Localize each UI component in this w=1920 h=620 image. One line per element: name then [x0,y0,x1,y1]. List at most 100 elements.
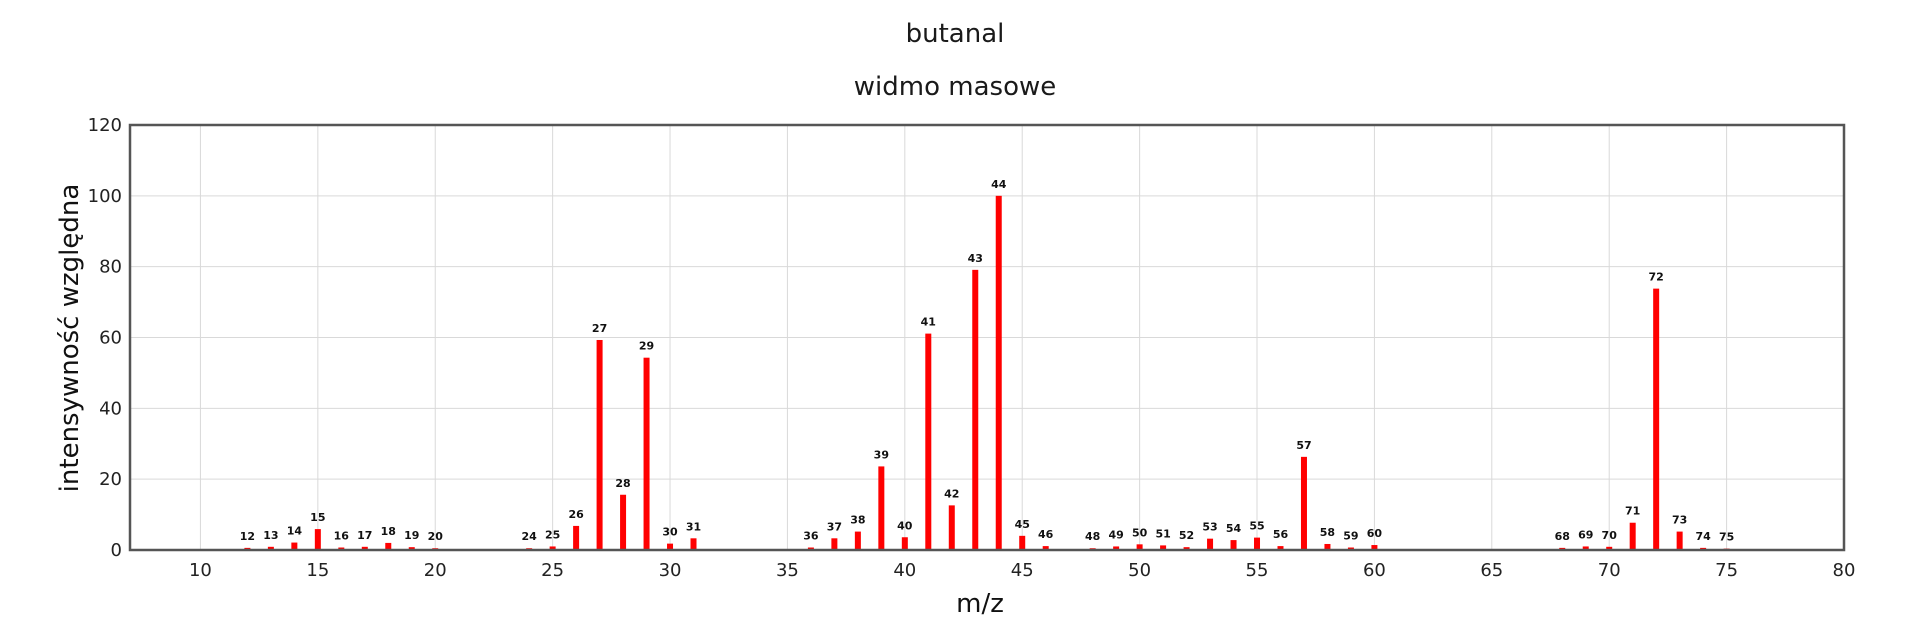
x-tick-label: 80 [1833,560,1856,581]
bar-label-mz-44: 44 [991,178,1007,191]
bar-label-mz-31: 31 [686,520,701,533]
chart-title: butanal [906,19,1005,49]
x-tick-label: 50 [1128,560,1151,581]
bar-label-mz-17: 17 [357,529,372,542]
bar-mz-15 [314,529,321,550]
chart-subtitle: widmo masowe [854,72,1056,102]
bar-label-mz-70: 70 [1602,529,1618,542]
bar-label-mz-18: 18 [381,525,396,538]
bar-label-mz-69: 69 [1578,528,1593,541]
bar-label-mz-43: 43 [968,252,983,265]
bar-label-mz-37: 37 [827,520,842,533]
bar-mz-13 [267,546,274,550]
bar-mz-54 [1230,540,1237,550]
bar-label-mz-29: 29 [639,340,654,353]
bars [244,195,1730,551]
x-axis-label: m/z [956,589,1004,619]
bar-mz-58 [1324,543,1331,550]
bar-label-mz-49: 49 [1108,528,1123,541]
x-tick-label: 30 [659,560,682,581]
x-tick-label: 40 [893,560,916,581]
x-tick-label: 65 [1480,560,1503,581]
bar-mz-44 [995,195,1002,551]
bar-mz-38 [854,531,861,550]
bar-label-mz-55: 55 [1249,520,1264,533]
bar-label-mz-24: 24 [521,530,537,543]
bar-label-mz-71: 71 [1625,505,1640,518]
bar-label-mz-60: 60 [1367,527,1383,540]
bar-mz-30 [667,543,674,550]
bar-mz-55 [1254,537,1261,550]
x-tick-label: 10 [189,560,212,581]
bar-label-mz-27: 27 [592,322,607,335]
bar-mz-69 [1582,546,1589,550]
bar-label-mz-58: 58 [1320,526,1335,539]
bar-mz-73 [1676,531,1683,550]
bar-label-mz-16: 16 [334,530,350,543]
bar-mz-28 [620,494,627,550]
axis-ticks: 10 15 20 25 30 35 40 45 50 55 60 65 70 75 80 0 20 40 60 80 1… [88,115,1856,581]
bar-label-mz-14: 14 [287,525,303,538]
bar-label-mz-45: 45 [1015,518,1030,531]
bar-mz-14 [291,542,298,550]
bar-label-mz-28: 28 [615,477,630,490]
bar-label-mz-72: 72 [1649,271,1664,284]
bar-mz-40 [901,537,908,550]
y-axis-label: intensywność względna [55,184,85,493]
bar-mz-26 [573,525,580,550]
bar-labels: 12 13 14 15 16 17 18 19 20 24 25 26 27 28 29 30 31 36 37 38… [240,178,1735,544]
bar-label-mz-30: 30 [662,526,678,539]
bar-mz-60 [1371,545,1378,550]
bar-label-mz-41: 41 [921,316,936,329]
y-tick-label: 100 [88,186,122,207]
bar-mz-17 [361,546,368,550]
bar-mz-39 [878,466,885,550]
x-tick-label: 45 [1011,560,1034,581]
bar-label-mz-13: 13 [263,529,278,542]
bar-label-mz-53: 53 [1202,521,1217,534]
bar-mz-18 [385,542,392,550]
bar-label-mz-39: 39 [874,448,889,461]
bar-label-mz-15: 15 [310,511,325,524]
bar-label-mz-74: 74 [1695,530,1711,543]
bar-label-mz-20: 20 [428,530,444,543]
bar-label-mz-36: 36 [803,530,819,543]
bar-mz-49 [1113,546,1120,550]
grid-lines [130,124,1845,551]
plot-frame [128,123,1846,552]
x-tick-label: 75 [1715,560,1738,581]
bar-mz-25 [549,546,556,550]
x-tick-label: 70 [1598,560,1621,581]
x-tick-label: 25 [541,560,564,581]
bar-label-mz-50: 50 [1132,526,1148,539]
bar-label-mz-54: 54 [1226,522,1242,535]
bar-mz-71 [1629,522,1636,550]
bar-mz-52 [1183,547,1190,550]
x-tick-label: 20 [424,560,447,581]
bar-mz-72 [1653,288,1660,550]
bar-label-mz-25: 25 [545,528,560,541]
bar-mz-27 [596,339,603,550]
bar-mz-42 [948,505,955,550]
x-tick-label: 55 [1246,560,1269,581]
y-tick-label: 40 [99,398,122,419]
bar-mz-53 [1207,538,1214,550]
bar-label-mz-57: 57 [1296,439,1311,452]
bar-mz-37 [831,538,838,550]
y-tick-label: 60 [99,328,122,349]
bar-label-mz-42: 42 [944,487,959,500]
bar-mz-50 [1136,544,1143,550]
bar-label-mz-46: 46 [1038,528,1054,541]
bar-label-mz-68: 68 [1555,530,1570,543]
y-tick-label: 80 [99,257,122,278]
bar-mz-43 [972,269,979,550]
bar-label-mz-26: 26 [568,508,584,521]
bar-mz-51 [1160,545,1167,550]
x-tick-label: 15 [306,560,329,581]
bar-label-mz-38: 38 [850,514,865,527]
bar-label-mz-59: 59 [1343,530,1358,543]
bar-label-mz-51: 51 [1155,527,1170,540]
y-tick-label: 0 [111,540,122,561]
